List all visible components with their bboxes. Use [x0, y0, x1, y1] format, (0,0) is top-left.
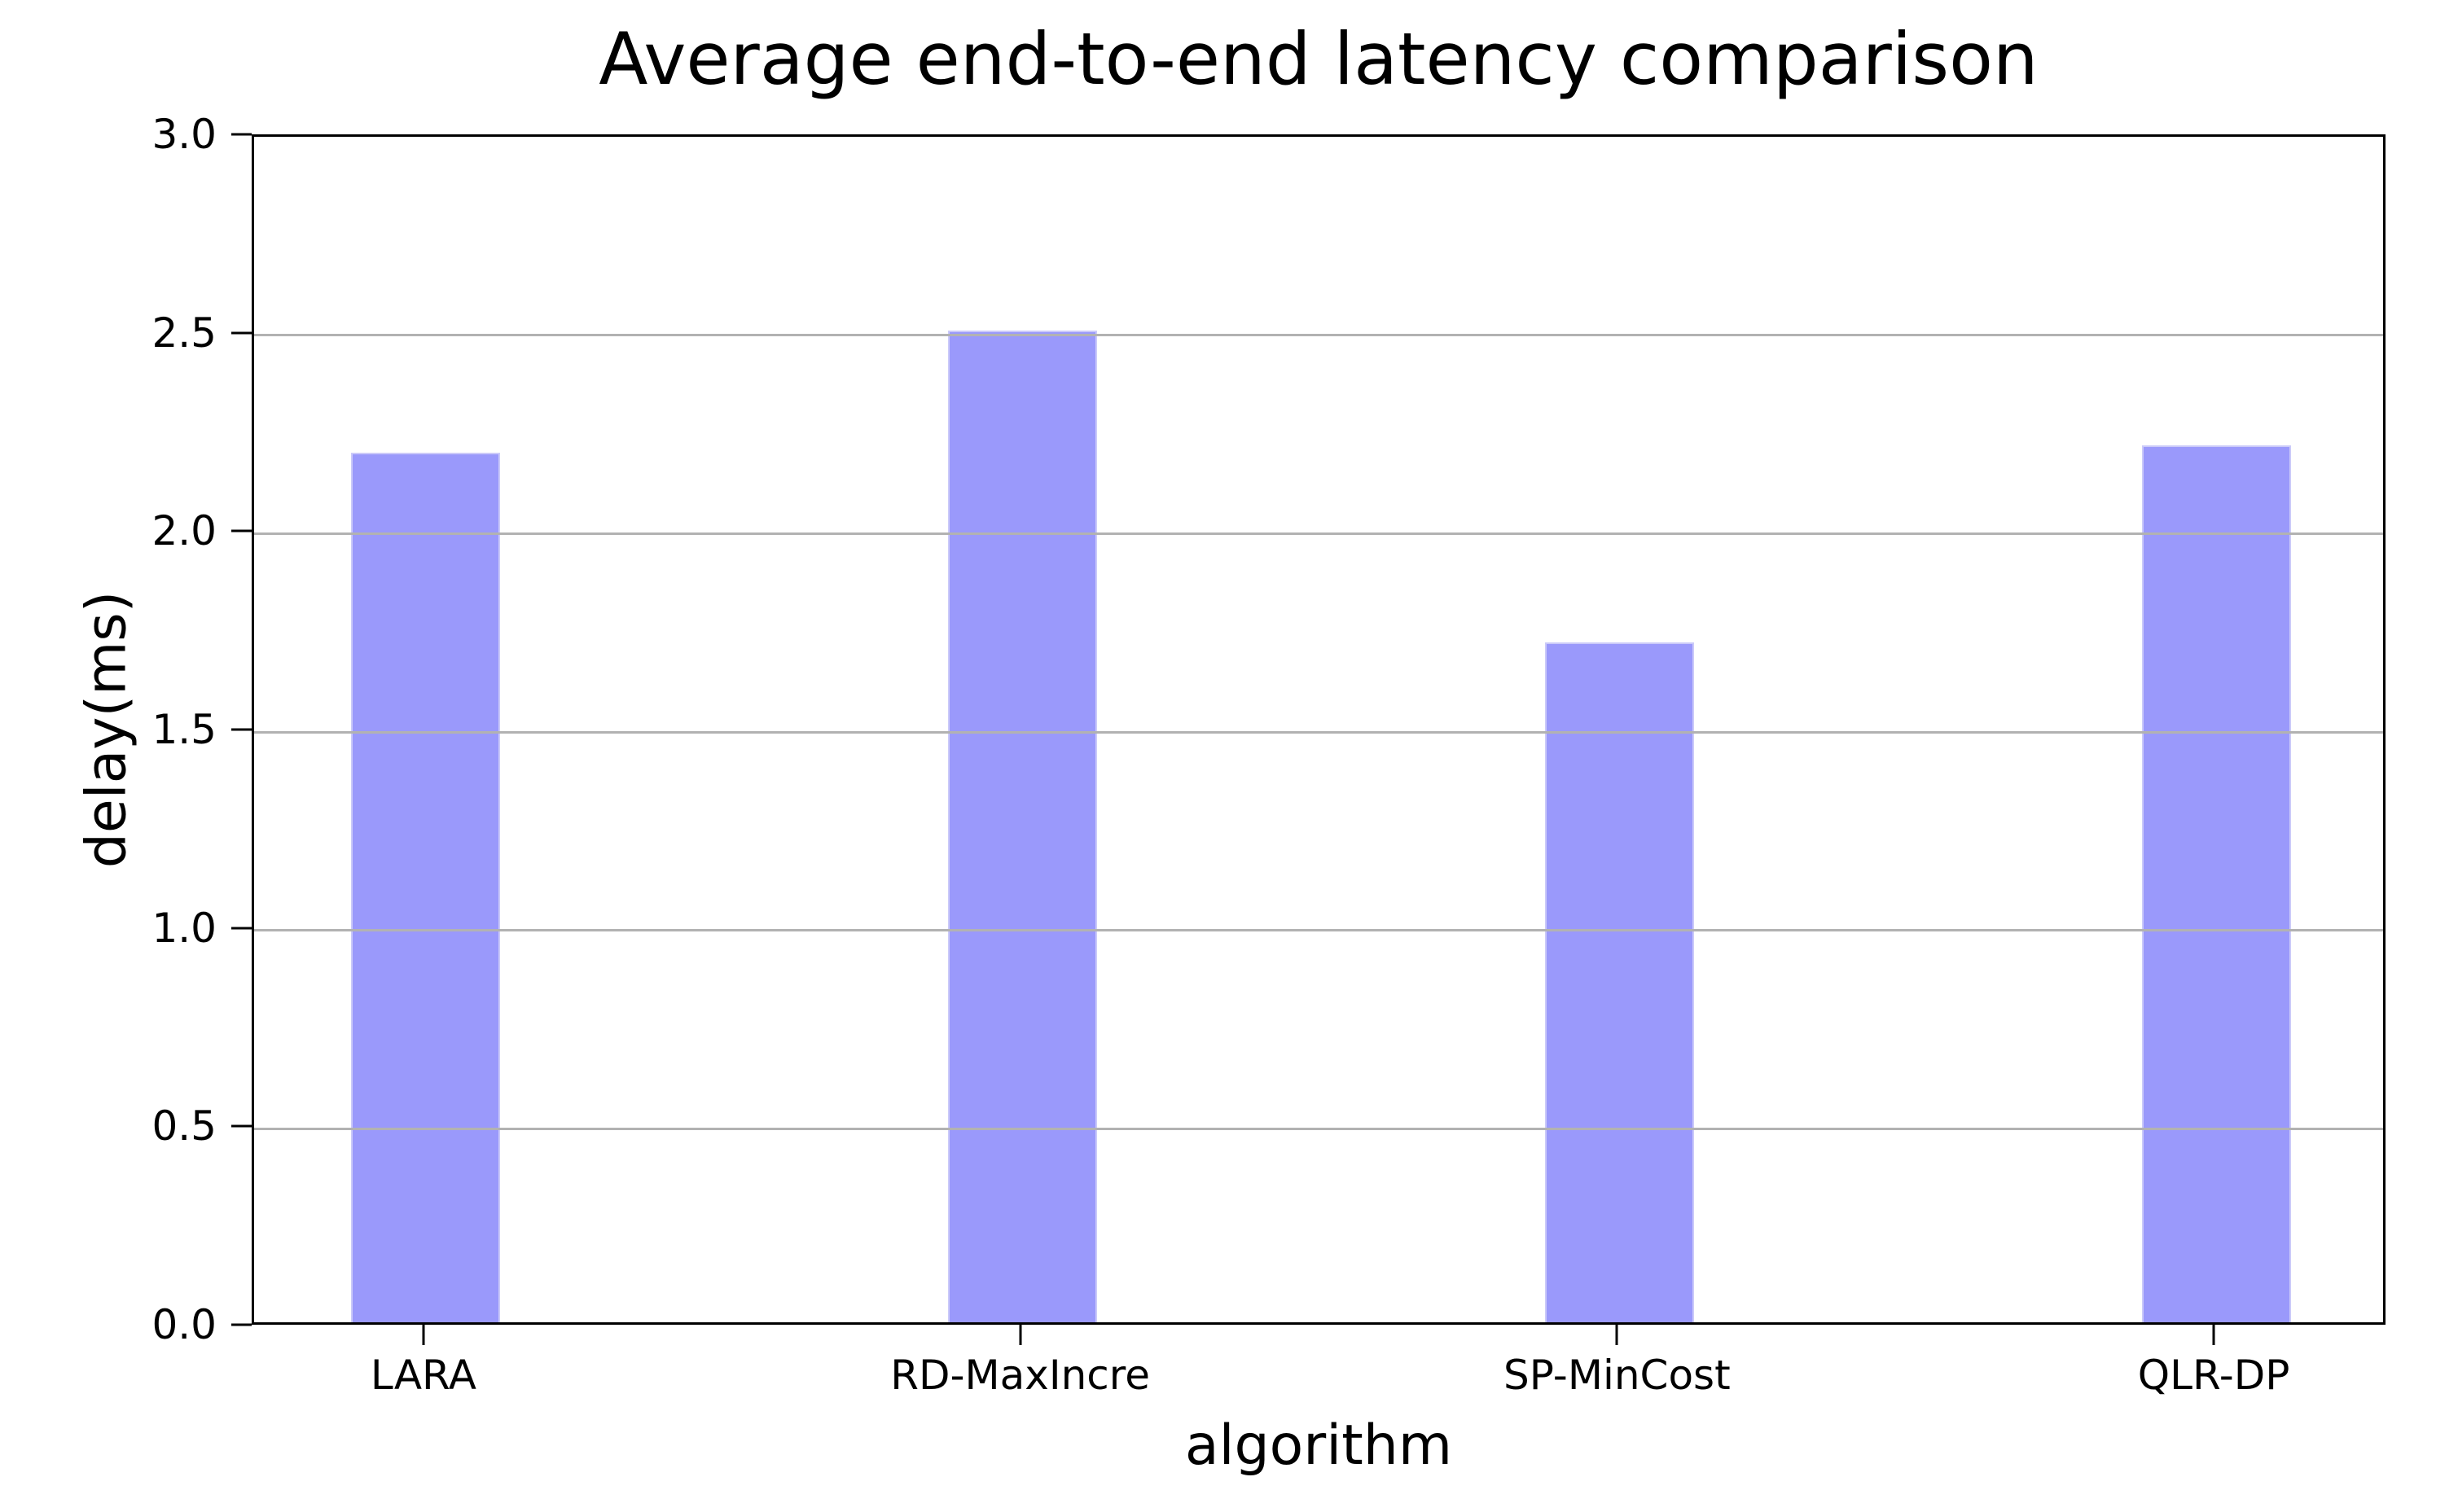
y-tick-2.5	[231, 331, 252, 335]
y-tick-label-1.5: 1.5	[151, 706, 217, 753]
x-tick-RD-MaxIncre	[1019, 1325, 1022, 1345]
gridline-1.0	[254, 929, 2383, 932]
y-tick-label-3.0: 3.0	[151, 111, 217, 158]
x-tick-label-LARA: LARA	[370, 1352, 476, 1399]
bars-group	[254, 137, 2383, 1322]
y-tick-1.5	[231, 728, 252, 731]
y-tick-0.5	[231, 1124, 252, 1128]
y-tick-label-1.0: 1.0	[151, 904, 217, 952]
x-tick-LARA	[422, 1325, 425, 1345]
gridline-0.5	[254, 1127, 2383, 1130]
x-axis-label: algorithm	[1184, 1413, 1453, 1478]
bar-LARA	[351, 453, 501, 1322]
bar-RD-MaxIncre	[948, 330, 1098, 1322]
y-tick-2.0	[231, 529, 252, 532]
x-tick-label-RD-MaxIncre: RD-MaxIncre	[890, 1352, 1151, 1399]
bar-SP-MinCost	[1544, 642, 1694, 1322]
x-tick-label-SP-MinCost: SP-MinCost	[1503, 1352, 1731, 1399]
chart-title: Average end-to-end latency comparison	[599, 17, 2039, 101]
gridline-2.5	[254, 334, 2383, 337]
y-tick-0.0	[231, 1323, 252, 1326]
y-tick-label-0.0: 0.0	[151, 1301, 217, 1348]
x-tick-label-QLR-DP: QLR-DP	[2137, 1352, 2290, 1399]
gridline-2.0	[254, 532, 2383, 535]
x-tick-SP-MinCost	[1615, 1325, 1618, 1345]
bar-QLR-DP	[2141, 445, 2291, 1322]
y-tick-label-2.0: 2.0	[151, 507, 217, 555]
gridlines-group	[254, 137, 2383, 1322]
gridline-1.5	[254, 730, 2383, 734]
y-tick-label-2.5: 2.5	[151, 309, 217, 357]
x-tick-QLR-DP	[2212, 1325, 2215, 1345]
y-tick-3.0	[231, 133, 252, 136]
y-tick-1.0	[231, 927, 252, 930]
y-tick-label-0.5: 0.5	[151, 1102, 217, 1150]
plot-area	[252, 134, 2386, 1325]
